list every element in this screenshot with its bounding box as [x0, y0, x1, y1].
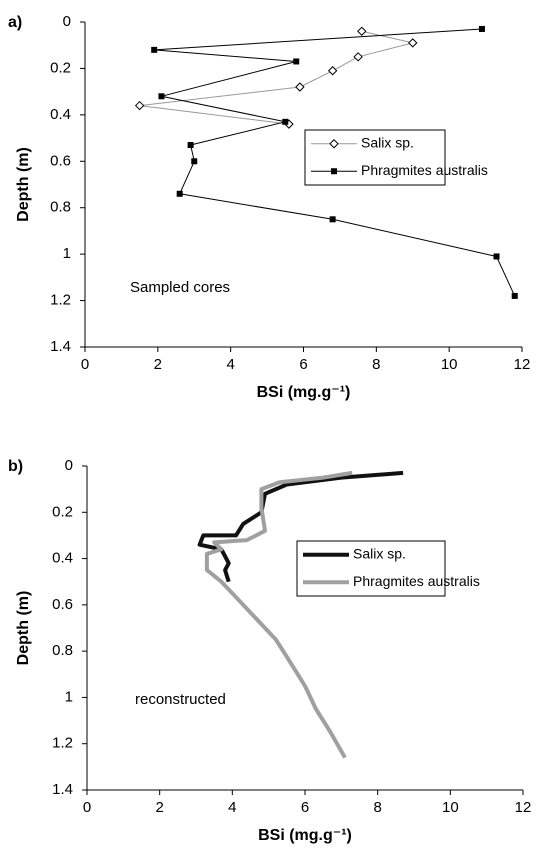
marker	[408, 38, 418, 48]
y-tick-label: 1.4	[52, 781, 73, 798]
marker	[176, 190, 183, 197]
marker	[329, 139, 339, 149]
marker	[293, 58, 300, 65]
y-tick-label: 0.6	[52, 596, 73, 613]
x-axis-label: BSi (mg.g⁻¹)	[258, 827, 352, 844]
legend-box	[296, 540, 446, 597]
panel-label: a)	[8, 14, 22, 31]
x-axis-label: BSi (mg.g⁻¹)	[257, 384, 351, 401]
x-tick-label: 0	[83, 799, 91, 816]
marker	[357, 26, 367, 36]
annotation: Sampled cores	[130, 279, 230, 296]
marker	[493, 253, 500, 260]
y-tick-label: 0	[65, 457, 73, 474]
y-tick-label: 1	[65, 688, 73, 705]
y-axis-label: Depth (m)	[15, 591, 32, 666]
series-line	[139, 30, 414, 125]
marker	[478, 25, 485, 32]
marker	[187, 142, 194, 149]
x-tick-label: 4	[228, 799, 236, 816]
y-tick-label: 0.4	[50, 106, 71, 123]
marker	[331, 168, 337, 175]
legend-label: Salix sp.	[353, 545, 406, 561]
y-tick-label: 0.4	[52, 550, 73, 567]
legend-box	[304, 129, 446, 186]
legend-label: Phragmites australis	[361, 162, 488, 178]
x-tick-label: 2	[154, 356, 162, 373]
marker	[134, 100, 145, 111]
x-tick-label: 12	[515, 799, 532, 816]
legend-label: Phragmites australis	[353, 573, 480, 589]
panel-label: b)	[8, 458, 23, 475]
x-tick-label: 2	[155, 799, 163, 816]
y-tick-label: 0.8	[52, 642, 73, 659]
marker	[158, 93, 165, 100]
x-tick-label: 10	[441, 356, 458, 373]
series-line	[204, 470, 353, 759]
marker	[295, 82, 305, 92]
marker	[329, 216, 336, 223]
y-tick-label: 1	[63, 245, 71, 262]
x-tick-label: 10	[442, 799, 459, 816]
y-axis-label: Depth (m)	[15, 147, 32, 222]
x-tick-label: 8	[372, 356, 380, 373]
y-tick-label: 0.8	[50, 199, 71, 216]
x-tick-label: 4	[226, 356, 234, 373]
x-tick-label: 12	[514, 356, 531, 373]
y-tick-label: 1.2	[52, 735, 73, 752]
marker	[151, 46, 158, 53]
y-tick-label: 0.2	[50, 59, 71, 76]
marker	[353, 52, 363, 62]
x-tick-label: 6	[301, 799, 309, 816]
y-tick-label: 0.2	[52, 503, 73, 520]
marker	[191, 158, 198, 165]
y-tick-label: 1.4	[50, 338, 71, 355]
x-tick-label: 6	[299, 356, 307, 373]
legend-label: Salix sp.	[361, 134, 414, 150]
y-tick-label: 0	[63, 13, 71, 30]
marker	[282, 118, 289, 125]
annotation: reconstructed	[135, 691, 226, 708]
x-tick-label: 0	[81, 356, 89, 373]
y-tick-label: 0.6	[50, 152, 71, 169]
marker	[327, 66, 338, 76]
x-tick-label: 8	[373, 799, 381, 816]
marker	[511, 292, 518, 299]
series-line	[197, 470, 404, 583]
y-tick-label: 1.2	[50, 292, 71, 309]
